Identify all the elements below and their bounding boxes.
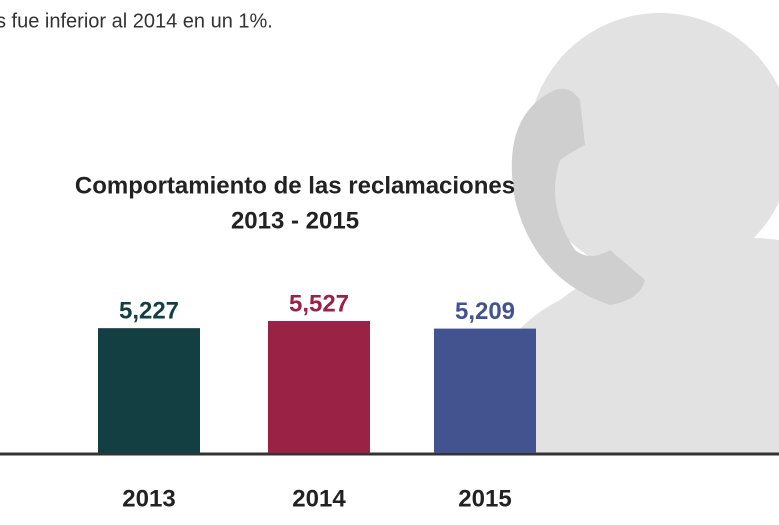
chart-title: Comportamiento de las reclamaciones [75,172,515,199]
caption: s fue inferior al 2014 en un 1%. [0,10,273,32]
x-tick-label: 2014 [292,485,346,512]
chart-title: 2013 - 2015 [231,207,359,234]
bar [268,321,370,453]
x-tick-label: 2013 [122,485,175,512]
bar [434,328,536,453]
value-label: 5,209 [455,298,515,325]
x-tick-label: 2015 [458,485,511,512]
value-label: 5,227 [119,298,179,325]
person-icon [470,13,779,453]
value-label: 5,527 [289,290,349,317]
bar [98,328,200,453]
